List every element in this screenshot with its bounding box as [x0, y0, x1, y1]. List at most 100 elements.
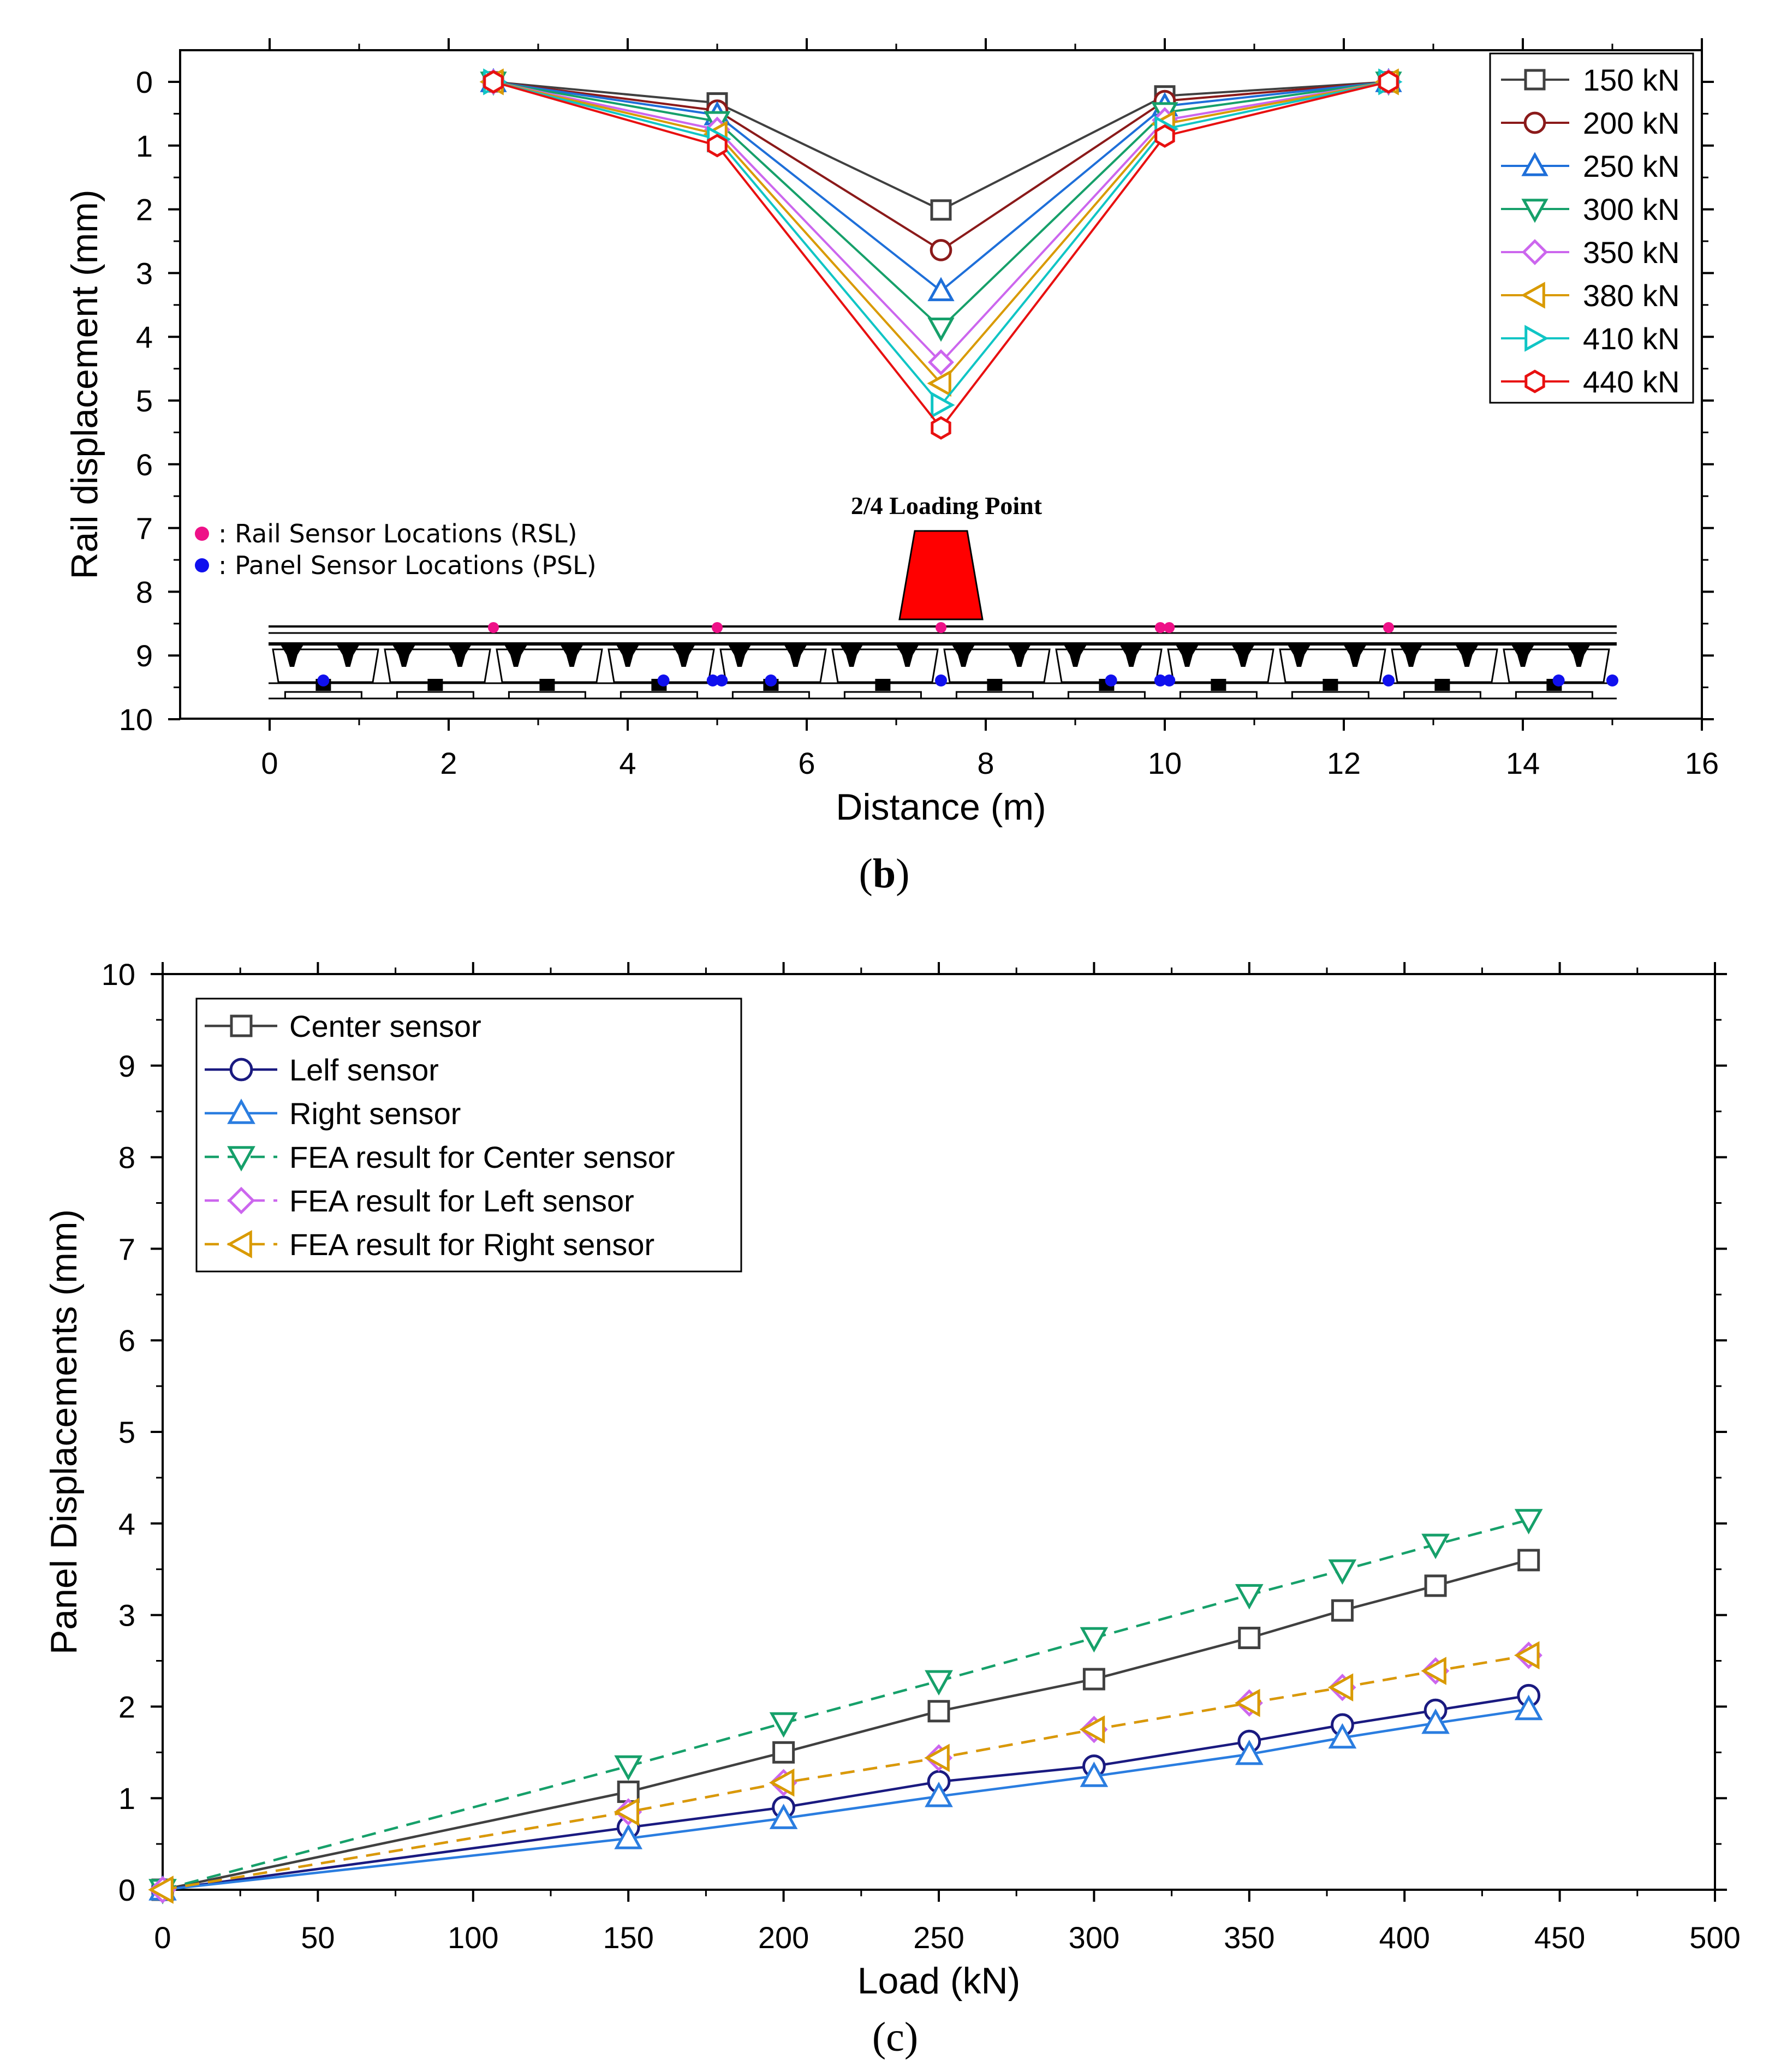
legend-marker: [1523, 111, 1546, 134]
support-pad: [1515, 691, 1593, 700]
x-tick-label-c: 200: [758, 1920, 809, 1955]
rail-fastener-icon: [1567, 644, 1591, 667]
data-point: [1514, 1694, 1543, 1721]
y-tick-label-b: 8: [136, 575, 153, 609]
legend-label: 410 kN: [1583, 321, 1679, 356]
rail-fastener-icon: [559, 644, 584, 667]
series-group-c: [148, 1509, 1543, 1904]
track-slab-diagram: [269, 530, 1617, 700]
panel-sensor-dot: [317, 674, 330, 686]
legend-label: Center sensor: [289, 1009, 481, 1043]
support-pad: [1179, 691, 1258, 700]
y-tick-label-b: 5: [136, 384, 153, 418]
rail-sensor-dot: [936, 622, 946, 633]
x-tick-label-b: 0: [261, 746, 278, 780]
loading-block-icon: [898, 530, 984, 620]
y-tick-label-b: 2: [136, 193, 153, 227]
rail-sensor-dot: [1154, 622, 1166, 633]
x-axis-label-b: Distance (m): [836, 786, 1046, 828]
support-block-icon: [1434, 679, 1450, 691]
panel-sensor-dot: [765, 674, 777, 686]
support-block-icon: [1211, 679, 1226, 691]
rail-fastener-icon: [392, 644, 416, 667]
data-point: [930, 239, 952, 261]
panel-sensor-dot: [1383, 674, 1395, 686]
x-tick-label-c: 300: [1069, 1920, 1119, 1955]
y-tick-label-c: 10: [102, 957, 135, 992]
data-point: [1235, 1584, 1264, 1610]
data-point: [614, 1798, 639, 1826]
y-tick-label-c: 4: [118, 1507, 135, 1541]
legend-label: 380 kN: [1583, 278, 1679, 313]
support-block-icon: [539, 679, 555, 691]
support-pad: [731, 691, 810, 700]
support-block-icon: [427, 679, 443, 691]
legend-label: 150 kN: [1583, 63, 1679, 97]
caption-c: (c): [872, 2014, 918, 2060]
data-point: [1080, 1762, 1109, 1787]
y-tick-label-b: 10: [119, 702, 153, 737]
x-tick-label-b: 12: [1327, 746, 1361, 780]
support-pad: [1291, 691, 1369, 700]
x-tick-label-b: 2: [440, 746, 457, 780]
legend-label: FEA result for Center sensor: [289, 1140, 675, 1174]
x-tick-label-c: 500: [1689, 1920, 1740, 1955]
rail-fastener-icon: [951, 644, 975, 667]
y-tick-label-c: 3: [118, 1598, 135, 1633]
legend-label: 440 kN: [1583, 365, 1679, 399]
data-point: [614, 1824, 643, 1849]
data-point: [1424, 1574, 1447, 1597]
data-point: [1514, 1641, 1540, 1670]
support-pad: [396, 691, 474, 700]
data-point: [927, 369, 951, 397]
legend-box-b: [1489, 52, 1694, 404]
y-tick-label-c: 5: [118, 1415, 135, 1449]
rail-fastener-icon: [1231, 644, 1255, 667]
x-tick-label-c: 450: [1534, 1920, 1585, 1955]
support-pad: [955, 691, 1034, 700]
data-point: [148, 1876, 174, 1904]
legend-c: Center sensor Lelf sensor Right sensor FEA …: [195, 998, 742, 1273]
legend-marker: [227, 1230, 252, 1258]
rail-fastener-icon: [280, 644, 304, 667]
support-pad: [1403, 691, 1481, 700]
rail-fastener-icon: [1119, 644, 1143, 667]
data-point: [925, 1782, 953, 1807]
panel-sensor-dot: [1105, 674, 1117, 686]
panel-sensor-dot: [1163, 674, 1176, 686]
y-tick-label-c: 2: [118, 1689, 135, 1724]
rail-fastener-icon: [728, 644, 752, 667]
data-point: [1238, 1627, 1261, 1650]
y-tick-label-b: 6: [136, 447, 153, 482]
data-point: [707, 134, 728, 158]
rail-fastener-icon: [1511, 644, 1535, 667]
y-axis-label-b: Rail displacement (mm): [64, 189, 105, 579]
x-tick-label-c: 350: [1224, 1920, 1274, 1955]
x-tick-label-b: 6: [798, 746, 815, 780]
x-tick-label-c: 50: [301, 1920, 335, 1955]
rail-fastener-icon: [783, 644, 808, 667]
support-block-icon: [1323, 679, 1338, 691]
plot-frame-b: [179, 49, 1703, 720]
legend-b: 150 kN 200 kN 250 kN 300 kN 350 kN 380 kN 410 …: [1489, 52, 1694, 404]
y-tick-label-c: 7: [118, 1232, 135, 1266]
data-point: [769, 1712, 798, 1738]
legend-label: FEA result for Right sensor: [289, 1227, 654, 1262]
data-point: [1331, 1599, 1354, 1622]
legend-marker: [227, 1186, 255, 1215]
data-point: [769, 1768, 795, 1797]
x-tick-label-b: 8: [977, 746, 994, 780]
data-point: [1421, 1657, 1446, 1685]
y-tick-label-b: 3: [136, 256, 153, 290]
data-point: [769, 1804, 798, 1829]
rail-fastener-icon: [1175, 644, 1199, 667]
rail-fastener-icon: [1287, 644, 1311, 667]
rail-fastener-icon: [839, 644, 863, 667]
data-point: [927, 318, 955, 342]
axes-frame-c: 0 50 100 150 200 250 300 350 400 450 500 0 1 2 3 4 5 6 7 8 9…: [102, 957, 1741, 1955]
rail-fastener-icon: [1455, 644, 1479, 667]
data-point: [1421, 1533, 1450, 1560]
data-point: [1328, 1723, 1357, 1749]
rail-sensor-dot: [1164, 622, 1175, 633]
